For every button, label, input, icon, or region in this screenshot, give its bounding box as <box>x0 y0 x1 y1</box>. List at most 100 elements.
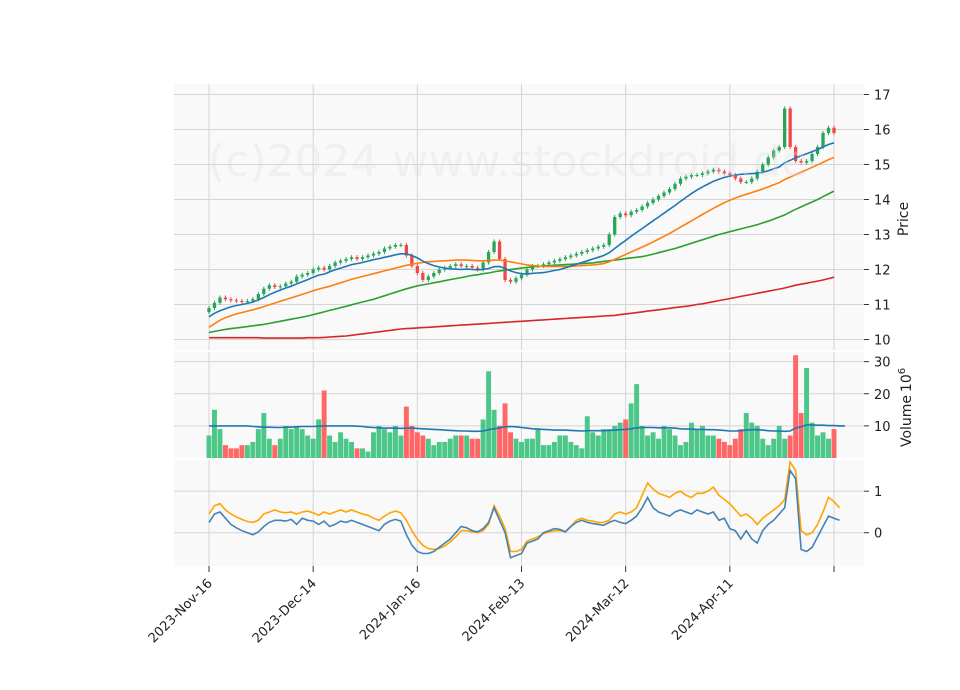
y-tick-label: 17 <box>874 89 891 104</box>
candle-body <box>355 257 359 259</box>
watermark: (c)2024 www.stockdroid.de <box>208 136 808 187</box>
volume-bar <box>754 425 760 458</box>
candle-body <box>229 299 233 301</box>
volume-bar <box>371 432 376 458</box>
candle-body <box>245 301 250 302</box>
volume-bar <box>464 435 470 458</box>
volume-bar <box>217 429 223 458</box>
candle-body <box>761 164 765 172</box>
price-axis-label: Price <box>896 202 912 236</box>
volume-bar <box>678 445 683 458</box>
volume-bar <box>453 435 459 458</box>
candle-body <box>514 278 518 282</box>
candle-body <box>733 175 737 179</box>
candle-body <box>580 252 584 254</box>
volume-bar <box>425 438 431 458</box>
volume-bar <box>815 435 821 458</box>
volume-bar <box>705 435 711 458</box>
volume-bar <box>776 425 782 458</box>
volume-bar <box>820 432 826 458</box>
macd-panel: 01 <box>174 459 882 566</box>
volume-bar <box>749 422 755 458</box>
candle-body <box>284 283 288 287</box>
volume-bar <box>420 435 426 458</box>
volume-bar <box>513 438 519 458</box>
volume-bar <box>480 419 486 458</box>
panel-background <box>174 84 864 350</box>
volume-bar <box>782 438 788 458</box>
candle-body <box>826 127 831 133</box>
y-tick-label: 20 <box>874 388 891 403</box>
candle-body <box>678 178 683 184</box>
volume-bar <box>376 425 382 458</box>
volume-bar <box>738 429 744 458</box>
candle-body <box>207 308 211 313</box>
candle-body <box>547 262 551 265</box>
candle-body <box>525 269 529 275</box>
candle-body <box>338 260 343 263</box>
candle-body <box>607 234 611 245</box>
candle-body <box>311 269 315 273</box>
candle-body <box>634 210 639 212</box>
candle-body <box>306 273 310 275</box>
candle-body <box>574 253 578 256</box>
candle-body <box>360 257 365 259</box>
candle-body <box>273 285 277 287</box>
volume-bar <box>546 445 552 458</box>
volume-bar <box>321 390 327 458</box>
candle-body <box>278 286 282 288</box>
candle-body <box>645 203 650 207</box>
sma100-line <box>208 190 835 334</box>
volume-bar <box>365 451 371 458</box>
volume-bar <box>381 429 387 458</box>
candle-body <box>793 147 798 161</box>
y-tick-label: 12 <box>874 264 891 279</box>
volume-bar <box>343 438 349 458</box>
x-tick-label: 2023-Dec-14 <box>250 576 320 646</box>
volume-bar <box>573 445 579 458</box>
volume-bar <box>475 438 481 458</box>
volume-bar <box>743 413 749 458</box>
candle-body <box>541 264 546 266</box>
volume-bar <box>568 441 574 458</box>
candle-body <box>640 206 644 210</box>
volume-bar <box>809 422 815 458</box>
candle-body <box>618 213 622 217</box>
candle-body <box>475 267 480 270</box>
volume-bar <box>672 435 678 458</box>
sma20-line <box>208 142 835 318</box>
candle-body <box>651 199 655 203</box>
volume-bar <box>360 448 365 458</box>
candle-body <box>289 281 293 284</box>
volume-bar <box>765 445 771 458</box>
volume-bar <box>639 425 645 458</box>
candle-body <box>667 189 672 193</box>
volume-bar <box>283 425 289 458</box>
volume-bar <box>826 438 831 458</box>
volume-scale-base: 10 <box>899 374 915 392</box>
volume-bar <box>688 422 694 458</box>
volume-bar <box>551 441 557 458</box>
candle-body <box>404 245 409 256</box>
candle-body <box>212 302 217 308</box>
candle-body <box>415 266 419 273</box>
y-tick-label: 10 <box>874 420 891 435</box>
volume-bar <box>508 432 514 458</box>
y-tick-label: 11 <box>874 299 891 314</box>
candle-body <box>558 259 562 261</box>
candle-body <box>317 267 321 270</box>
candle-body <box>624 213 628 216</box>
signal-line <box>208 459 841 553</box>
volume-bar <box>288 429 294 458</box>
volume-bar <box>299 429 305 458</box>
volume-bar <box>798 413 804 458</box>
candle-body <box>432 273 436 277</box>
volume-bar <box>239 445 245 458</box>
candle-body <box>700 173 705 175</box>
candle-body <box>750 178 754 182</box>
y-tick-label: 1 <box>874 485 882 500</box>
candle-body <box>300 274 304 277</box>
volume-bar <box>732 438 738 458</box>
candle-body <box>591 248 595 251</box>
volume-bar <box>606 429 612 458</box>
